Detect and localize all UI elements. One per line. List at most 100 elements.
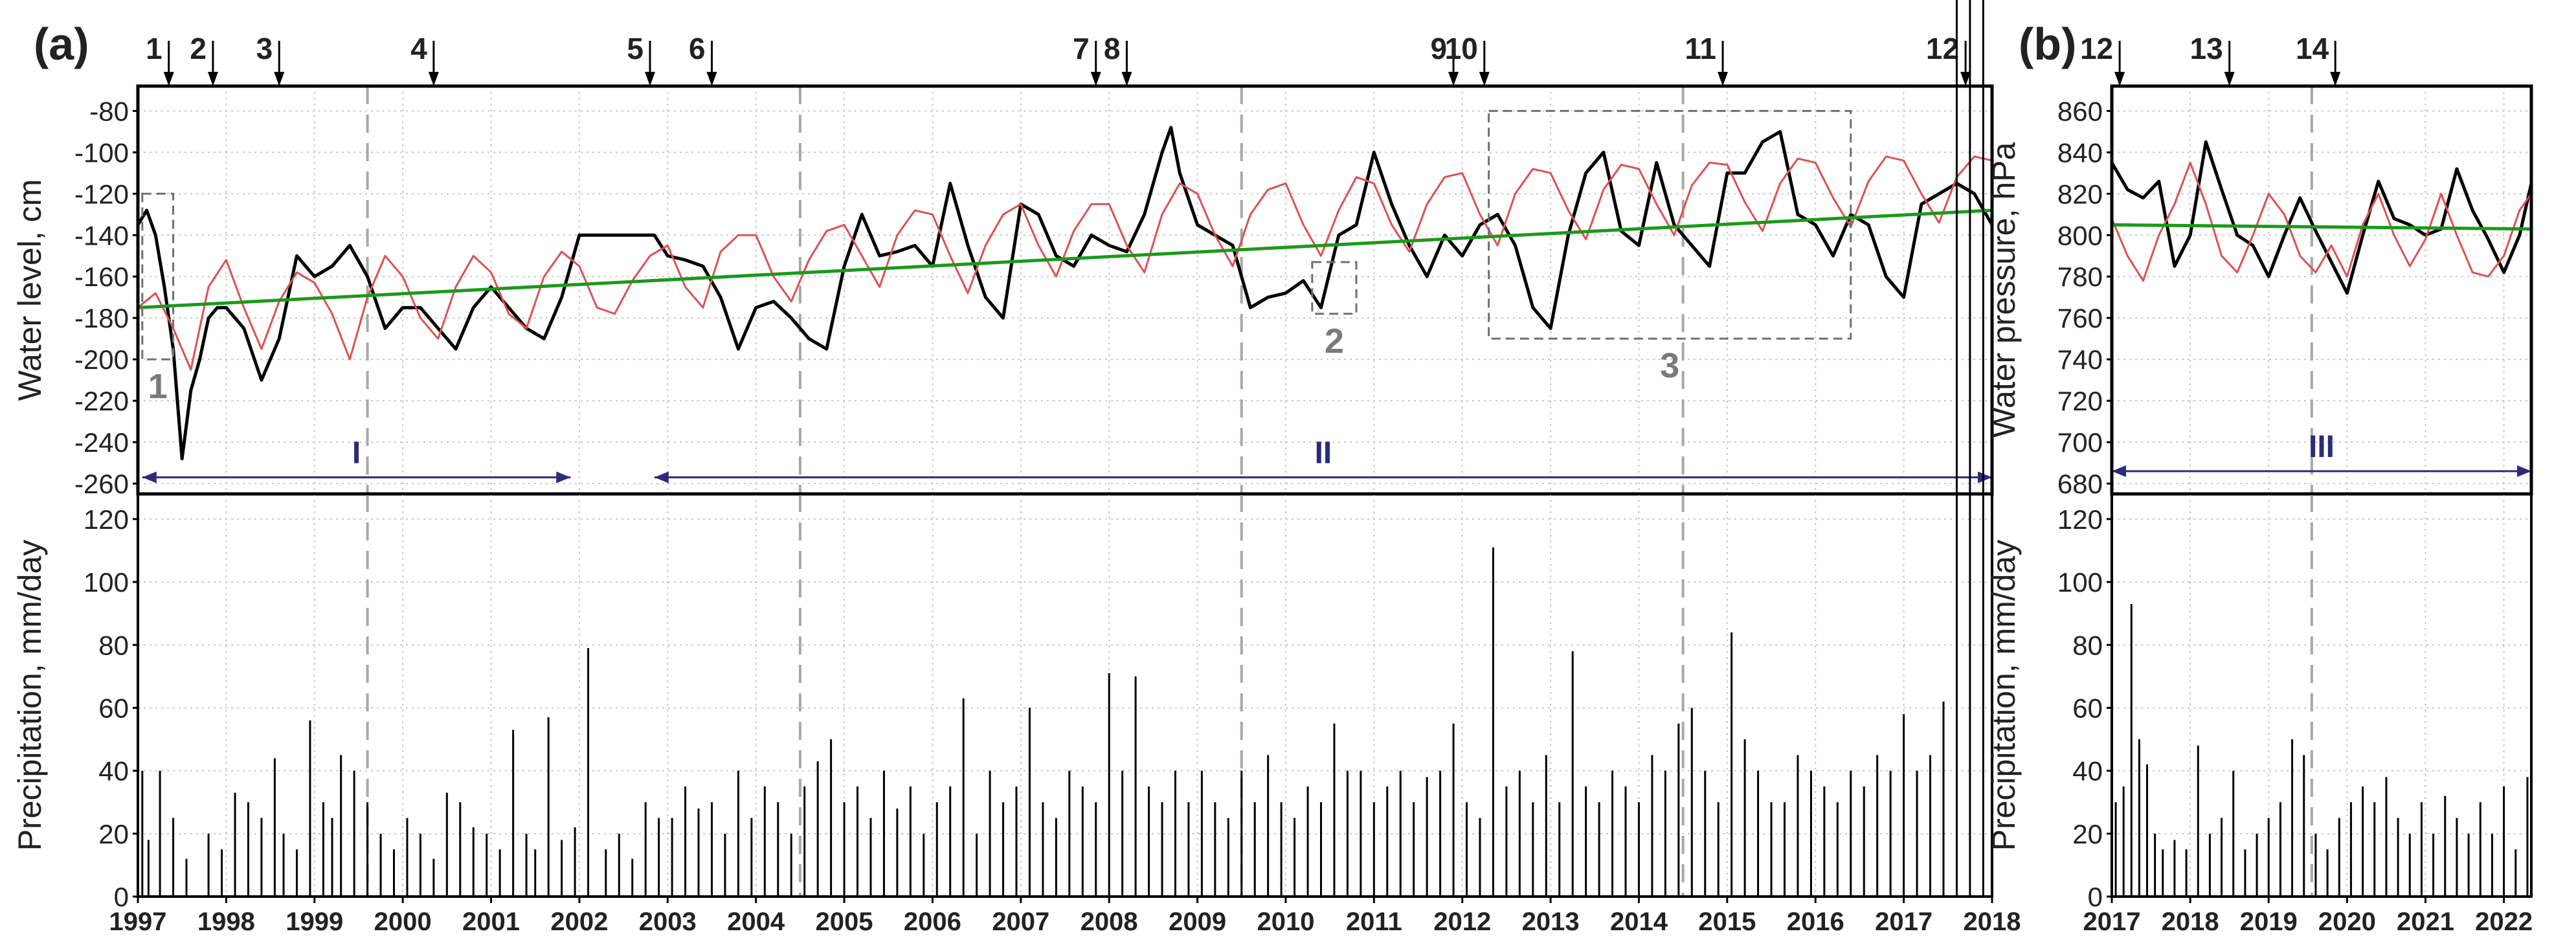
- x-tick-label: 2007: [992, 908, 1049, 936]
- y-tick-label: 100: [2057, 567, 2103, 597]
- x-tick-label: 1997: [109, 908, 167, 936]
- y-axis-label: Precipitation, mm/day: [1986, 540, 2022, 851]
- event-marker-head: [1121, 72, 1132, 86]
- annotation-label: 3: [1660, 346, 1679, 385]
- y-tick-label: 0: [2088, 882, 2103, 912]
- event-marker-label: 2: [190, 32, 207, 65]
- water-level-chart: -260 -240 -220 -200 -180 -160 -140 -120 -100 -80 W…: [12, 32, 1994, 499]
- x-tick-label: 2014: [1610, 908, 1668, 936]
- y-tick-label: 60: [98, 693, 129, 723]
- water-pressure-chart: 680 700 720 740 760 780 800 820 840 860 Water pres…: [1986, 32, 2533, 499]
- period-label: II: [1315, 436, 1332, 470]
- x-tick-label: 2018: [2162, 908, 2219, 936]
- event-marker-label: 8: [1104, 32, 1121, 65]
- event-marker-label: 3: [256, 32, 273, 65]
- x-tick-label: 2001: [462, 908, 520, 936]
- x-tick-label: 2017: [1875, 908, 1932, 936]
- x-tick-label: 2011: [1346, 908, 1402, 936]
- x-tick-label: 2003: [639, 908, 697, 936]
- x-tick-label: 2004: [727, 908, 785, 936]
- y-tick-label: 780: [2057, 262, 2103, 292]
- x-tick-label: 1999: [286, 908, 343, 936]
- period-label: III: [2309, 430, 2335, 464]
- y-tick-label: 740: [2057, 344, 2103, 375]
- y-axis-label: Water level, cm: [12, 179, 48, 401]
- event-marker-label: 7: [1073, 32, 1090, 65]
- y-tick-label: 860: [2057, 96, 2103, 126]
- series-model-line: [2111, 161, 2533, 282]
- x-tick-label: 2012: [1433, 908, 1491, 936]
- y-tick-label: 0: [114, 882, 129, 912]
- event-marker-head: [1479, 72, 1490, 86]
- x-tick-label: 2017: [2083, 908, 2141, 936]
- series-model-line: [137, 155, 1993, 371]
- event-marker-label: 6: [689, 32, 706, 65]
- period-arrow-head-left: [142, 471, 157, 484]
- period-arrow-head-right: [2517, 465, 2531, 477]
- event-marker-head: [1960, 72, 1971, 86]
- y-tick-label: -180: [74, 303, 129, 333]
- y-tick-label: -120: [74, 179, 129, 209]
- y-tick-label: 840: [2057, 137, 2103, 168]
- panel-label-b: (b): [2019, 19, 2076, 69]
- event-marker-label: 13: [2190, 32, 2223, 65]
- y-tick-label: 60: [2072, 693, 2103, 723]
- event-marker-label: 4: [410, 32, 427, 65]
- y-tick-label: -200: [74, 344, 129, 375]
- event-marker-label: 5: [627, 32, 644, 65]
- event-marker-label: 10: [1445, 32, 1478, 65]
- y-tick-label: 820: [2057, 179, 2103, 209]
- x-tick-label: 2019: [2240, 908, 2298, 936]
- y-tick-label: 800: [2057, 220, 2103, 251]
- y-axis-label: Precipitation, mm/day: [12, 540, 48, 851]
- event-marker-head: [2330, 72, 2341, 86]
- y-tick-label: 100: [84, 567, 129, 597]
- x-tick-label: 2021: [2397, 908, 2454, 936]
- y-tick-label: 20: [98, 819, 129, 849]
- panel-label-a: (a): [34, 19, 89, 69]
- y-tick-label: 40: [2072, 756, 2103, 787]
- x-tick-label: 2006: [904, 908, 961, 936]
- event-marker-head: [2224, 72, 2235, 86]
- event-marker-label: 9: [1430, 32, 1447, 65]
- y-tick-label: 80: [2072, 630, 2103, 660]
- event-marker-label: 14: [2296, 32, 2329, 65]
- event-marker-head: [207, 72, 218, 86]
- series-trend-line: [2111, 223, 2532, 231]
- event-marker-head: [645, 72, 656, 86]
- plot-frame: [137, 493, 1993, 898]
- x-tick-label: 2005: [816, 908, 873, 936]
- event-marker-label: 12: [2080, 32, 2113, 65]
- y-tick-label: -240: [74, 427, 129, 458]
- y-tick-label: -80: [89, 96, 129, 126]
- x-tick-label: 2022: [2475, 908, 2533, 936]
- y-tick-label: 40: [98, 756, 129, 787]
- event-marker-label: 12: [1926, 32, 1959, 65]
- event-marker-head: [1718, 72, 1729, 86]
- y-axis-label: Water pressure, hPa: [1986, 142, 2022, 438]
- period-arrow-head-left: [2112, 465, 2126, 477]
- y-tick-label: 20: [2072, 819, 2103, 849]
- y-tick-label: -140: [74, 220, 129, 251]
- y-tick-label: 760: [2057, 303, 2103, 333]
- period-arrow-head-right: [556, 471, 571, 484]
- y-tick-label: 720: [2057, 386, 2103, 416]
- event-marker-head: [2114, 72, 2125, 86]
- x-tick-label: 2000: [374, 908, 432, 936]
- event-marker-head: [163, 72, 174, 86]
- x-tick-label: 2002: [550, 908, 608, 936]
- annotation-box: [1311, 261, 1358, 315]
- x-tick-label: 2010: [1257, 908, 1314, 936]
- annotation-label: 2: [1325, 322, 1344, 361]
- y-tick-label: 120: [2057, 504, 2103, 535]
- annotation-box: [141, 192, 175, 361]
- x-tick-label: 1998: [197, 908, 255, 936]
- x-tick-label: 2008: [1081, 908, 1138, 936]
- x-tick-label: 2009: [1169, 908, 1226, 936]
- x-tick-label: 2013: [1522, 908, 1580, 936]
- y-tick-label: -220: [74, 386, 129, 416]
- y-tick-label: 120: [84, 504, 129, 535]
- x-tick-label: 2015: [1698, 908, 1756, 936]
- y-tick-label: -160: [74, 262, 129, 292]
